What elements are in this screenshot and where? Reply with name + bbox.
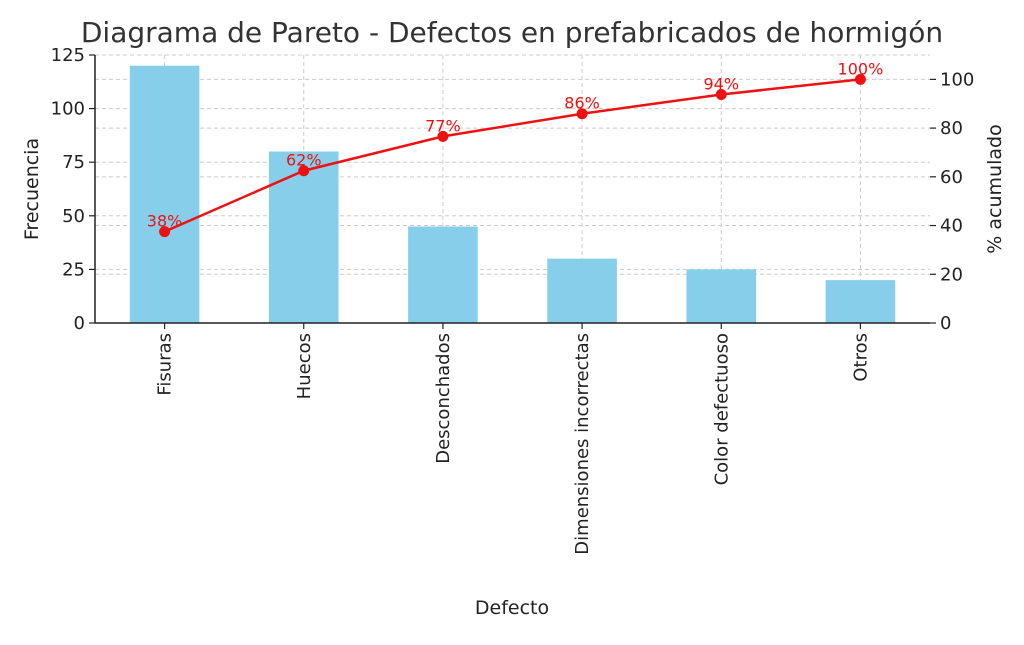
y2-axis-label: % acumulado [984, 124, 1006, 253]
y-tick-label: 100 [51, 99, 85, 120]
y2-tick-label: 80 [940, 118, 963, 139]
cumulative-line-series: 38% 62% 77% 86% 94% 100% [147, 59, 884, 238]
y-tick-label: 25 [62, 259, 85, 280]
bar [825, 280, 896, 323]
y-tick-label: 50 [62, 206, 85, 227]
y-tick-label: 125 [51, 45, 85, 66]
bar [129, 65, 200, 323]
cumulative-point [576, 108, 588, 120]
bar [408, 226, 478, 323]
bar-series [129, 65, 896, 323]
bar [547, 258, 617, 323]
y2-tick-label: 100 [940, 69, 974, 90]
cumulative-point [715, 88, 727, 100]
x-tick-label: Dimensiones incorrectas [572, 333, 593, 555]
y-tick-label: 75 [62, 152, 85, 173]
axes [94, 55, 930, 324]
y2-tick-label: 40 [940, 216, 963, 237]
cumulative-percent-label: 77% [425, 116, 461, 135]
y2-tick-label: 0 [940, 313, 951, 334]
y2-tick-label: 20 [940, 264, 963, 285]
gridlines [95, 54, 930, 323]
cumulative-point [854, 73, 866, 85]
cumulative-point [159, 226, 171, 238]
y2-tick-label: 60 [940, 167, 963, 188]
x-tick-label: Color defectuoso [711, 333, 732, 485]
tick-labels: 0 25 50 75 100 125 0 20 40 60 80 100 Fisuras Huecos De… [51, 45, 975, 555]
cumulative-point [437, 130, 449, 142]
x-tick-label: Fisuras [155, 333, 176, 396]
cumulative-percent-label: 38% [147, 212, 183, 231]
cumulative-percent-label: 100% [838, 59, 884, 78]
cumulative-percent-label: 94% [703, 74, 739, 93]
cumulative-line [164, 78, 861, 233]
cumulative-percent-label: 86% [564, 94, 600, 113]
x-axis-label: Defecto [475, 597, 549, 619]
x-tick-label: Otros [850, 333, 871, 382]
y-tick-label: 0 [74, 313, 85, 334]
x-tick-label: Huecos [294, 333, 315, 399]
cumulative-percent-label: 62% [286, 151, 322, 170]
y-axis-label: Frecuencia [21, 138, 43, 240]
chart-title: Diagrama de Pareto - Defectos en prefabr… [81, 16, 943, 49]
bar [268, 151, 339, 323]
bar [686, 269, 757, 323]
cumulative-point [298, 165, 310, 177]
x-tick-label: Desconchados [433, 333, 454, 464]
